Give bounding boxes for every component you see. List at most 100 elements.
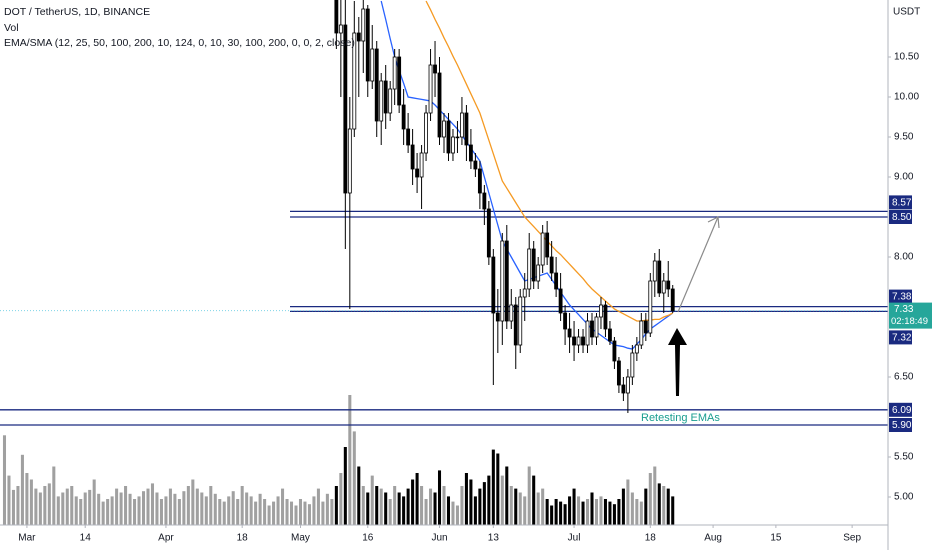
y-tick-label: 5.00 [894,492,914,503]
projection-arrowhead [707,216,720,229]
level-label: 7.38 [892,292,912,303]
volume-bar [500,475,504,525]
volume-bar [442,486,446,525]
volume-bar [514,488,518,525]
volume-bar [177,499,181,525]
candle-body [442,120,446,138]
x-tick-label: May [291,533,310,544]
volume-bar [258,493,262,525]
volume-bar [124,486,128,525]
volume-bar [330,499,334,525]
volume-bar [2,435,7,525]
candle-body [433,64,437,74]
candle-body [419,152,424,178]
volume-bar [83,492,87,525]
candle-body [374,48,379,122]
candle-body [334,0,339,34]
volume-bar [666,488,670,525]
candle-body [612,340,617,362]
volume-bar [272,501,276,525]
volume-bar [339,473,343,525]
candle-body [424,112,428,154]
candle-body [599,304,603,318]
volume-bar [437,470,442,525]
y-tick-label: 5.50 [894,452,914,463]
candle-body [518,296,523,346]
candle-body [392,56,397,90]
volume-bar [334,486,338,525]
countdown-label: 02:18:49 [891,316,928,327]
volume-bar [563,504,567,525]
volume-bar [164,496,168,525]
candle-body [563,312,568,330]
volume-bar [101,501,105,525]
candle-body [554,272,559,290]
candle-body [473,160,478,170]
candle-body [657,260,662,294]
volume-bar [379,488,383,525]
level-label-box [889,330,912,345]
volume-bar [639,501,643,525]
volume-bar [289,501,294,525]
candle-body [558,288,563,314]
x-tick-label: Mar [18,533,36,544]
volume-bar [357,466,361,525]
volume-bar [267,505,271,525]
volume-bar [352,431,356,525]
volume-bar [402,496,406,525]
volume-bar [240,486,244,525]
volume-bar [133,499,137,525]
volume-bar [366,492,370,525]
volume-bar [7,475,11,525]
volume-bar [195,488,199,525]
volume-bar [568,496,572,525]
volume-bar [572,488,576,525]
level-label-box [889,418,912,432]
volume-bar [168,488,172,525]
volume-bar [236,499,240,525]
volume-bar [29,479,33,525]
candle-body [338,24,343,34]
volume-bar [581,501,585,525]
candle-body [352,32,357,130]
level-label: 7.32 [892,333,912,344]
volume-bar [43,486,47,525]
volume-bar [155,492,159,525]
x-tick-label: Apr [158,533,174,544]
volume-bar [559,501,563,525]
volume-bar [648,473,652,525]
volume-bar [110,496,114,525]
volume-bar [321,501,325,525]
x-tick-label: Jul [568,533,581,544]
volume-bar [227,496,231,525]
volume-bar [191,479,195,525]
volume-bar [146,488,150,525]
candle-body [437,72,442,138]
volume-bar [536,492,540,525]
level-label-box [889,195,912,210]
volume-bar [599,496,603,525]
candle-body [347,128,352,194]
volume-bar [231,491,235,525]
candle-body [370,48,375,82]
volume-bar [393,486,397,525]
last-price-box [889,302,932,329]
volume-bar [478,488,482,525]
candle-body [616,360,621,386]
volume-bar [509,486,513,525]
last-price-label: 7.33 [894,304,914,315]
level-label: 5.90 [892,420,912,431]
chart-title: DOT / TetherUS, 1D, BINANCE [4,6,150,18]
volume-bar [523,496,527,525]
indicator-label: EMA/SMA (12, 25, 50, 100, 200, 10, 124, … [4,37,355,49]
volume-bar [263,499,267,525]
x-tick-label: 14 [80,533,92,544]
volume-bar [222,501,226,525]
volume-bar [451,501,455,525]
y-tick-label: 8.00 [894,252,914,263]
candle-body [634,344,639,354]
candle-body [625,376,630,394]
volume-bar [204,496,208,525]
volume-bar [411,479,415,525]
